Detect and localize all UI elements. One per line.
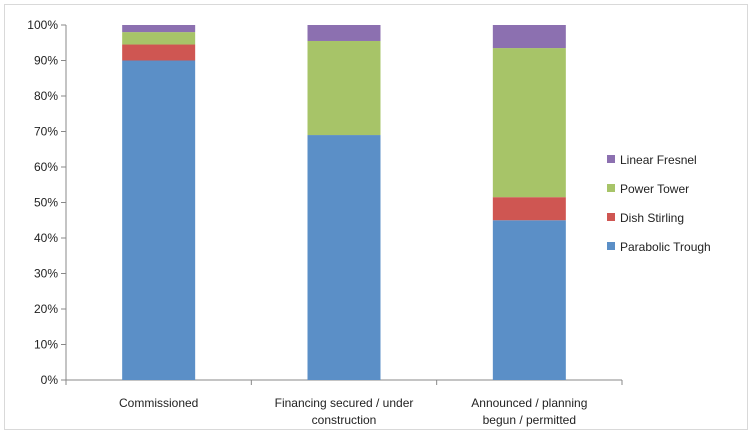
y-tick-label: 100%: [27, 18, 58, 32]
legend-label: Parabolic Trough: [620, 240, 711, 254]
x-category-label: Announced / planning: [471, 396, 587, 410]
bar-parabolic-trough: [492, 220, 566, 380]
bar-parabolic-trough: [122, 60, 196, 380]
legend-swatch-dish-stirling: [607, 213, 615, 221]
y-tick-label: 70%: [34, 125, 58, 139]
legend-label: Power Tower: [620, 182, 689, 196]
y-tick-label: 10%: [34, 338, 58, 352]
legend-label: Dish Stirling: [620, 211, 684, 225]
bar-linear-fresnel: [122, 25, 196, 33]
legend-swatch-linear-fresnel: [607, 155, 615, 163]
bar-dish-stirling: [492, 197, 566, 221]
y-tick-label: 60%: [34, 160, 58, 174]
bar-power-tower: [492, 48, 566, 198]
bar-parabolic-trough: [307, 135, 381, 380]
bar-linear-fresnel: [492, 25, 566, 49]
x-category-label: Commissioned: [119, 396, 198, 410]
y-tick-label: 90%: [34, 54, 58, 68]
y-tick-label: 20%: [34, 302, 58, 316]
x-category-label: begun / permitted: [483, 413, 576, 427]
legend-swatch-parabolic-trough: [607, 242, 615, 250]
bar-dish-stirling: [122, 44, 196, 61]
y-tick-label: 50%: [34, 196, 58, 210]
legend-label: Linear Fresnel: [620, 153, 697, 167]
x-category-label: Financing secured / under: [275, 396, 414, 410]
x-category-label: construction: [312, 413, 377, 427]
bar-linear-fresnel: [307, 25, 381, 41]
legend-swatch-power-tower: [607, 184, 615, 192]
y-tick-label: 0%: [41, 373, 59, 387]
bar-power-tower: [122, 32, 196, 45]
y-tick-label: 80%: [34, 89, 58, 103]
y-tick-label: 30%: [34, 267, 58, 281]
y-tick-label: 40%: [34, 231, 58, 245]
bar-power-tower: [307, 40, 381, 136]
